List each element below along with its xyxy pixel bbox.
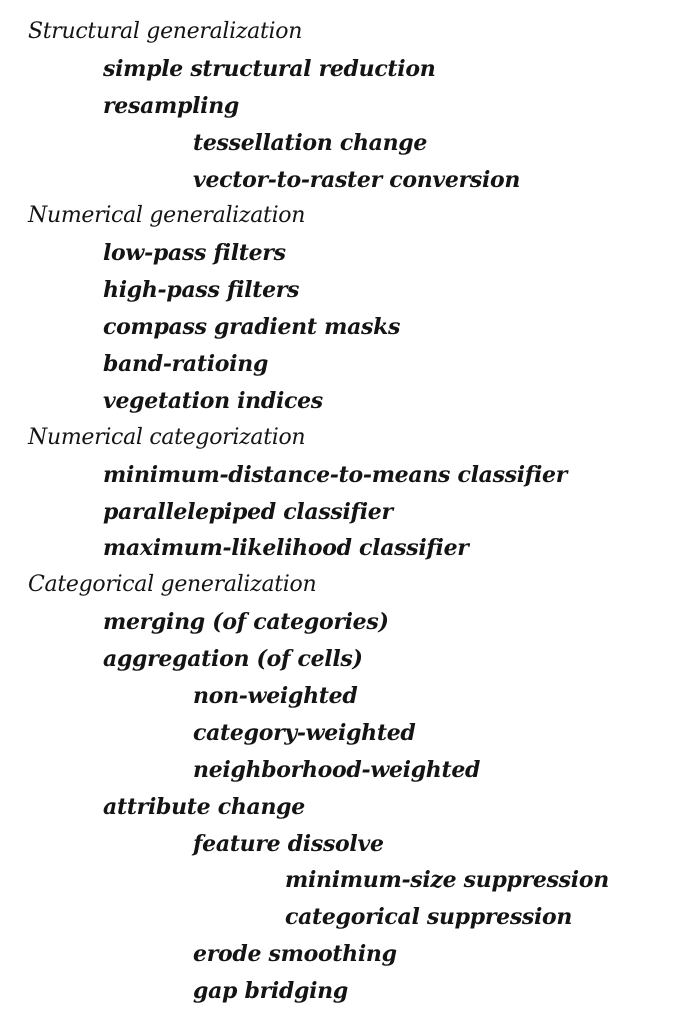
outline-heading: Structural generalization (28, 19, 303, 44)
outline-item: gap bridging (193, 978, 348, 1005)
outline-heading: Numerical generalization (28, 203, 306, 229)
outline-item: minimum-distance-to-means classifier (103, 461, 568, 488)
outline-item: erode smoothing (193, 941, 397, 968)
outline-item: tessellation change (193, 129, 428, 156)
outline-item: neighborhood-weighted (193, 756, 481, 783)
outline-item: non-weighted (193, 683, 358, 710)
outline-item: category-weighted (193, 719, 416, 746)
outline-item: low-pass filters (103, 240, 286, 267)
generalization-outline: Structural generalization simple structur… (0, 14, 609, 1010)
outline-item: minimum-size suppression (285, 867, 609, 894)
outline-item: compass gradient masks (103, 314, 401, 341)
outline-item: band-ratioing (103, 351, 269, 378)
outline-item: maximum-likelihood classifier (103, 535, 469, 562)
outline-item: categorical suppression (285, 904, 573, 931)
outline-item: parallelepiped classifier (103, 498, 393, 525)
outline-item: high-pass filters (103, 277, 300, 304)
outline-item: vector-to-raster conversion (193, 166, 521, 193)
outline-item: feature dissolve (193, 830, 384, 857)
outline-item: merging (of categories) (103, 609, 389, 636)
outline-item: aggregation (of cells) (103, 646, 363, 673)
outline-item: simple structural reduction (103, 55, 436, 82)
outline-item: attribute change (103, 793, 305, 820)
outline-item: resampling (103, 92, 239, 119)
outline-item: vegetation indices (103, 387, 323, 414)
outline-heading: Categorical generalization (28, 572, 317, 598)
outline-heading: Numerical categorization (28, 424, 306, 450)
